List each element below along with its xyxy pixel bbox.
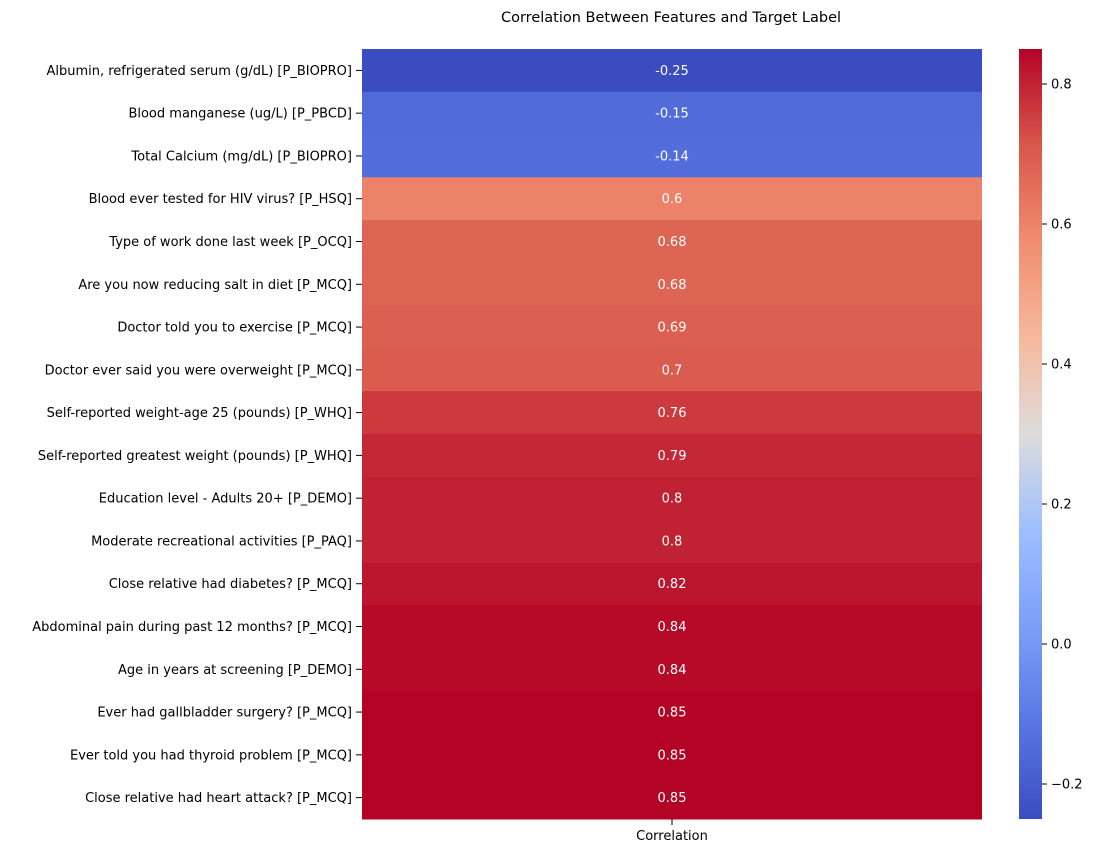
row-label: Education level - Adults 20+ [P_DEMO] [99, 492, 352, 507]
row-label: Self-reported weight-age 25 (pounds) [P_… [47, 406, 352, 421]
row-label: Type of work done last week [P_OCQ] [108, 235, 352, 250]
cell-value-label: 0.69 [658, 321, 687, 336]
colorbar-tick-label: 0.8 [1051, 78, 1072, 93]
heatmap-cell [362, 91, 982, 136]
heatmap-cell [362, 690, 982, 734]
cell-value-label: 0.85 [658, 791, 687, 806]
heatmap-cell [362, 519, 982, 563]
cell-value-label: 0.82 [658, 577, 687, 592]
heatmap-cell [362, 434, 982, 478]
cell-value-labels: -0.25 -0.15 -0.14 0.6 0.68 0.68 0.69 0.7 0.76 0.7… [655, 64, 689, 806]
row-label: Self-reported greatest weight (pounds) [… [38, 449, 352, 464]
colorbar-tick-label: 0.0 [1051, 638, 1072, 653]
cell-value-label: 0.84 [658, 663, 687, 678]
cell-value-label: 0.76 [658, 406, 687, 421]
colorbar-gradient [1019, 49, 1042, 819]
cell-value-label: 0.6 [662, 192, 683, 207]
heatmap-cell [362, 305, 982, 349]
cell-value-label: -0.14 [655, 149, 689, 164]
heatmap-cell [362, 220, 982, 264]
cell-value-label: 0.68 [658, 235, 687, 250]
heatmap-cell [362, 49, 982, 93]
cell-value-label: 0.84 [658, 620, 687, 635]
row-labels: Albumin, refrigerated serum (g/dL) [P_BI… [32, 64, 362, 806]
heatmap-cell [362, 776, 982, 820]
row-label: Doctor told you to exercise [P_MCQ] [117, 321, 352, 336]
heatmap-cell [362, 733, 982, 777]
cell-value-label: 0.68 [658, 278, 687, 293]
cell-value-label: 0.79 [658, 449, 687, 464]
cell-value-label: 0.7 [662, 363, 683, 378]
chart-title: Correlation Between Features and Target … [501, 10, 841, 26]
colorbar-ticks: −0.2 0.0 0.2 0.4 0.6 0.8 [1042, 78, 1083, 793]
cell-value-label: -0.15 [655, 107, 689, 122]
heatmap-cell [362, 177, 982, 221]
cell-value-label: 0.8 [662, 534, 683, 549]
heatmap-cell [362, 391, 982, 435]
heatmap-cell [362, 134, 982, 178]
heatmap-cell [362, 476, 982, 521]
row-label: Doctor ever said you were overweight [P_… [45, 363, 352, 378]
colorbar-tick-label: 0.2 [1051, 498, 1072, 513]
row-label: Close relative had heart attack? [P_MCQ] [85, 791, 352, 806]
row-label: Ever told you had thyroid problem [P_MCQ… [70, 748, 352, 763]
heatmap-cell [362, 348, 982, 392]
row-label: Blood manganese (ug/L) [P_PBCD] [128, 107, 352, 122]
heatmap-cell [362, 647, 982, 692]
row-label: Abdominal pain during past 12 months? [P… [32, 620, 352, 635]
row-label: Close relative had diabetes? [P_MCQ] [109, 577, 352, 592]
heatmap-cell [362, 605, 982, 649]
row-label: Moderate recreational activities [P_PAQ] [91, 534, 352, 549]
colorbar: −0.2 0.0 0.2 0.4 0.6 0.8 [1019, 49, 1083, 819]
row-label: Blood ever tested for HIV virus? [P_HSQ] [89, 192, 352, 207]
cell-value-label: 0.85 [658, 706, 687, 721]
x-axis: Correlation [636, 819, 708, 844]
row-label: Ever had gallbladder surgery? [P_MCQ] [97, 706, 352, 721]
x-tick-label: Correlation [636, 829, 708, 844]
row-label: Age in years at screening [P_DEMO] [118, 663, 352, 678]
colorbar-tick-label: −0.2 [1051, 778, 1083, 793]
cell-value-label: -0.25 [655, 64, 689, 79]
heatmap-cell [362, 262, 982, 307]
heatmap-cell [362, 562, 982, 606]
cell-value-label: 0.8 [662, 492, 683, 507]
colorbar-tick-label: 0.6 [1051, 218, 1072, 233]
row-label: Total Calcium (mg/dL) [P_BIOPRO] [130, 149, 352, 164]
row-label: Are you now reducing salt in diet [P_MCQ… [78, 278, 352, 293]
cell-value-label: 0.85 [658, 748, 687, 763]
row-label: Albumin, refrigerated serum (g/dL) [P_BI… [46, 64, 352, 79]
colorbar-tick-label: 0.4 [1051, 358, 1072, 373]
heatmap-cells [362, 49, 982, 820]
